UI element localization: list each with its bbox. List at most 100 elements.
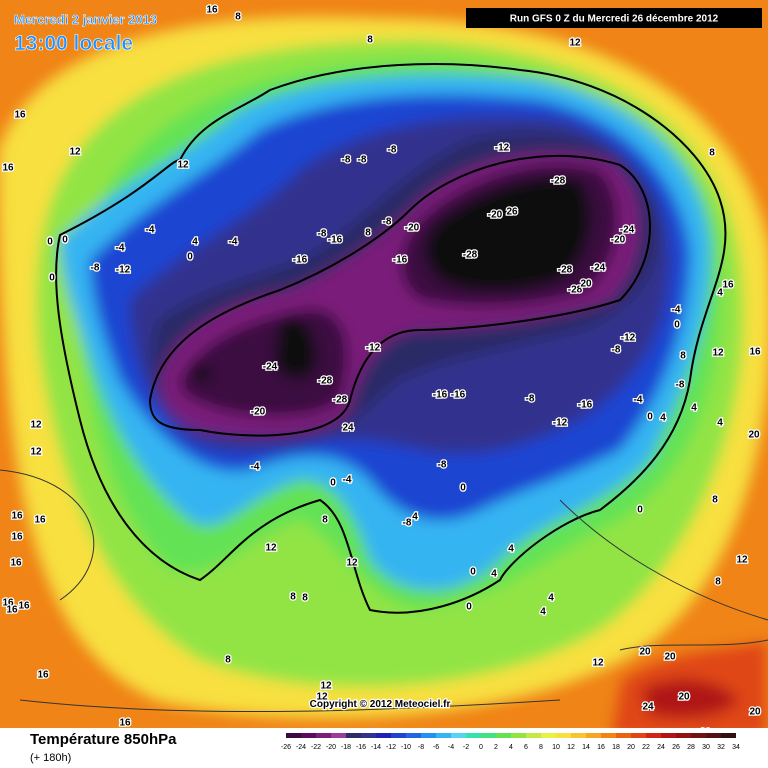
contour-label: -8 [358,155,367,166]
contour-label: -12 [621,333,636,344]
contour-label: 4 [491,569,497,580]
colorbar-swatch [556,733,571,738]
contour-label: 4 [717,288,723,299]
contour-label: -16 [451,390,466,401]
colorbar-tick-label: 12 [567,744,575,751]
colorbar-tick-label: 0 [479,744,483,751]
contour-label: -16 [328,235,343,246]
contour-label: -16 [293,255,308,266]
colorbar-tick-label: -26 [281,744,291,751]
contour-label: 12 [592,658,604,669]
contour-label: 20 [664,652,676,663]
contour-label: 0 [47,237,53,248]
contour-label: -8 [383,217,392,228]
contour-label: -4 [634,395,643,406]
contour-label: 8 [680,351,686,362]
colorbar-swatch [286,733,301,738]
contour-label: 0 [62,235,68,246]
colorbar-swatch [691,733,706,738]
colorbar-tick-label: 22 [642,744,650,751]
contour-label: 20 [580,279,592,290]
contour-label: -8 [342,155,351,166]
colorbar-swatch [436,733,451,738]
temperature-band [640,679,740,718]
contour-label: 8 [225,655,231,666]
colorbar-swatch [631,733,646,738]
forecast-time: 13:00 locale [14,32,133,55]
contour-label: -16 [393,255,408,266]
contour-label: 16 [34,515,46,526]
contour-label: -12 [553,418,568,429]
colorbar-tick-label: 24 [657,744,665,751]
colorbar-swatch [526,733,541,738]
contour-label: 24 [342,423,354,434]
footer-title: Température 850hPa [30,731,177,748]
contour-label: 8 [302,593,308,604]
colorbar-swatch [466,733,481,738]
run-info: Run GFS 0 Z du Mercredi 26 décembre 2012 [510,14,719,25]
colorbar-tick-label: 4 [509,744,513,751]
contour-label: 24 [642,702,654,713]
contour-label: 20 [748,430,760,441]
contour-label: -28 [333,395,348,406]
colorbar-tick-label: -12 [386,744,396,751]
contour-label: -4 [146,225,155,236]
contour-label: 20 [749,707,761,718]
contour-label: 4 [660,413,666,424]
contour-label: 0 [674,320,680,331]
contour-label: -20 [251,407,266,418]
contour-label: -24 [591,263,606,274]
colorbar-swatch [391,733,406,738]
contour-label: 26 [506,207,518,218]
colorbar-tick-label: 32 [717,744,725,751]
contour-label: 4 [691,403,697,414]
colorbar-tick-label: -20 [326,744,336,751]
colorbar-tick-label: 34 [732,744,740,751]
contour-label: 0 [187,252,193,263]
contour-label: -4 [116,243,125,254]
contour-label: -8 [676,380,685,391]
contour-label: -4 [229,237,238,248]
contour-label: 16 [6,605,18,616]
colorbar-swatch [316,733,331,738]
contour-label: 4 [508,544,514,555]
contour-label: -4 [343,475,352,486]
contour-label: 16 [14,110,26,121]
contour-lines [0,63,768,713]
contour-label: -24 [263,362,278,373]
colorbar-tick-label: -8 [418,744,424,751]
contour-label: -8 [526,394,535,405]
colorbar-swatch [331,733,346,738]
colorbar-swatch [451,733,466,738]
contour-label: 8 [715,577,721,588]
contour-label: 12 [316,692,328,703]
contour-label: 16 [10,558,22,569]
colorbar-tick-label: -4 [448,744,454,751]
contour-label: 12 [177,160,189,171]
colorbar-swatch [421,733,436,738]
contour-label: 12 [569,38,581,49]
contour-label: -20 [611,235,626,246]
colorbar-tick-label: -16 [356,744,366,751]
contour-label: 8 [365,228,371,239]
contour-label: -12 [116,265,131,276]
contour-label: 8 [322,515,328,526]
contour-label: 8 [367,35,373,46]
contour-label: 12 [265,543,277,554]
colorbar-swatch [721,733,736,738]
contour-label: 0 [466,602,472,613]
contour-label: -24 [620,225,635,236]
contour-label: -28 [551,176,566,187]
colorbar-tick-label: 16 [597,744,605,751]
contour-label: -8 [612,345,621,356]
colorbar-swatch [301,733,316,738]
forecast-date: Mercredi 2 janvier 2013 [14,12,157,27]
colorbar-tick-label: 30 [702,744,710,751]
colorbar-swatch [676,733,691,738]
contour-label: -8 [403,518,412,529]
contour-label: -4 [251,462,260,473]
colorbar-tick-label: 2 [494,744,498,751]
contour-label: 4 [717,418,723,429]
